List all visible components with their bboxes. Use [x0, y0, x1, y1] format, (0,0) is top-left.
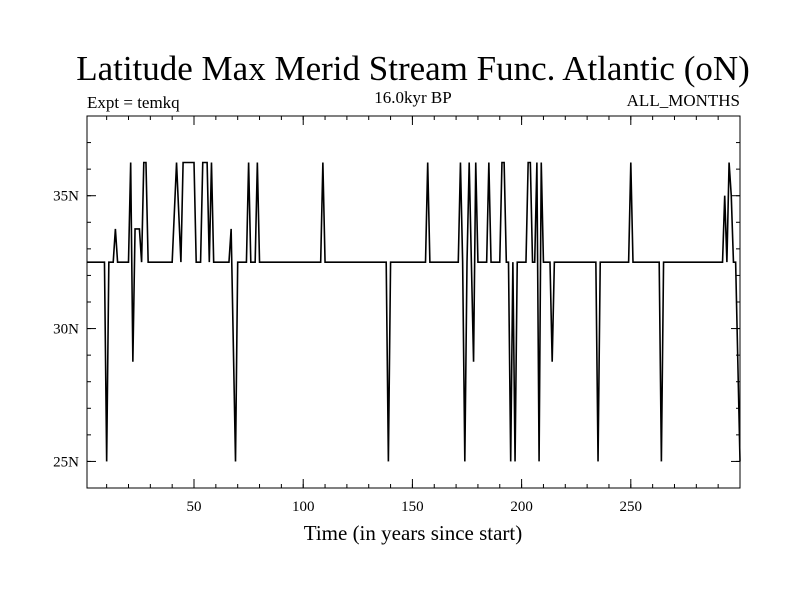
y-tick-label: 25N: [53, 454, 79, 470]
plot-frame: [86, 115, 741, 489]
chart-title: Latitude Max Merid Stream Func. Atlantic…: [76, 49, 750, 88]
x-axis-label: Time (in years since start): [304, 521, 523, 545]
x-tick-label: 50: [187, 499, 202, 515]
experiment-label: Expt = temkq: [87, 93, 180, 112]
series-line: [87, 161, 741, 462]
x-tick-label: 200: [510, 499, 533, 515]
period-label: 16.0kyr BP: [374, 88, 451, 107]
y-tick-label: 30N: [53, 322, 79, 338]
x-tick-label: 100: [292, 499, 315, 515]
x-tick-label: 250: [620, 499, 643, 515]
y-tick-label: 35N: [53, 189, 79, 205]
plot-area: 50 100 150 200 250 25N 30N 35N: [53, 115, 741, 515]
months-label: ALL_MONTHS: [627, 91, 740, 110]
x-tick-label: 150: [401, 499, 424, 515]
